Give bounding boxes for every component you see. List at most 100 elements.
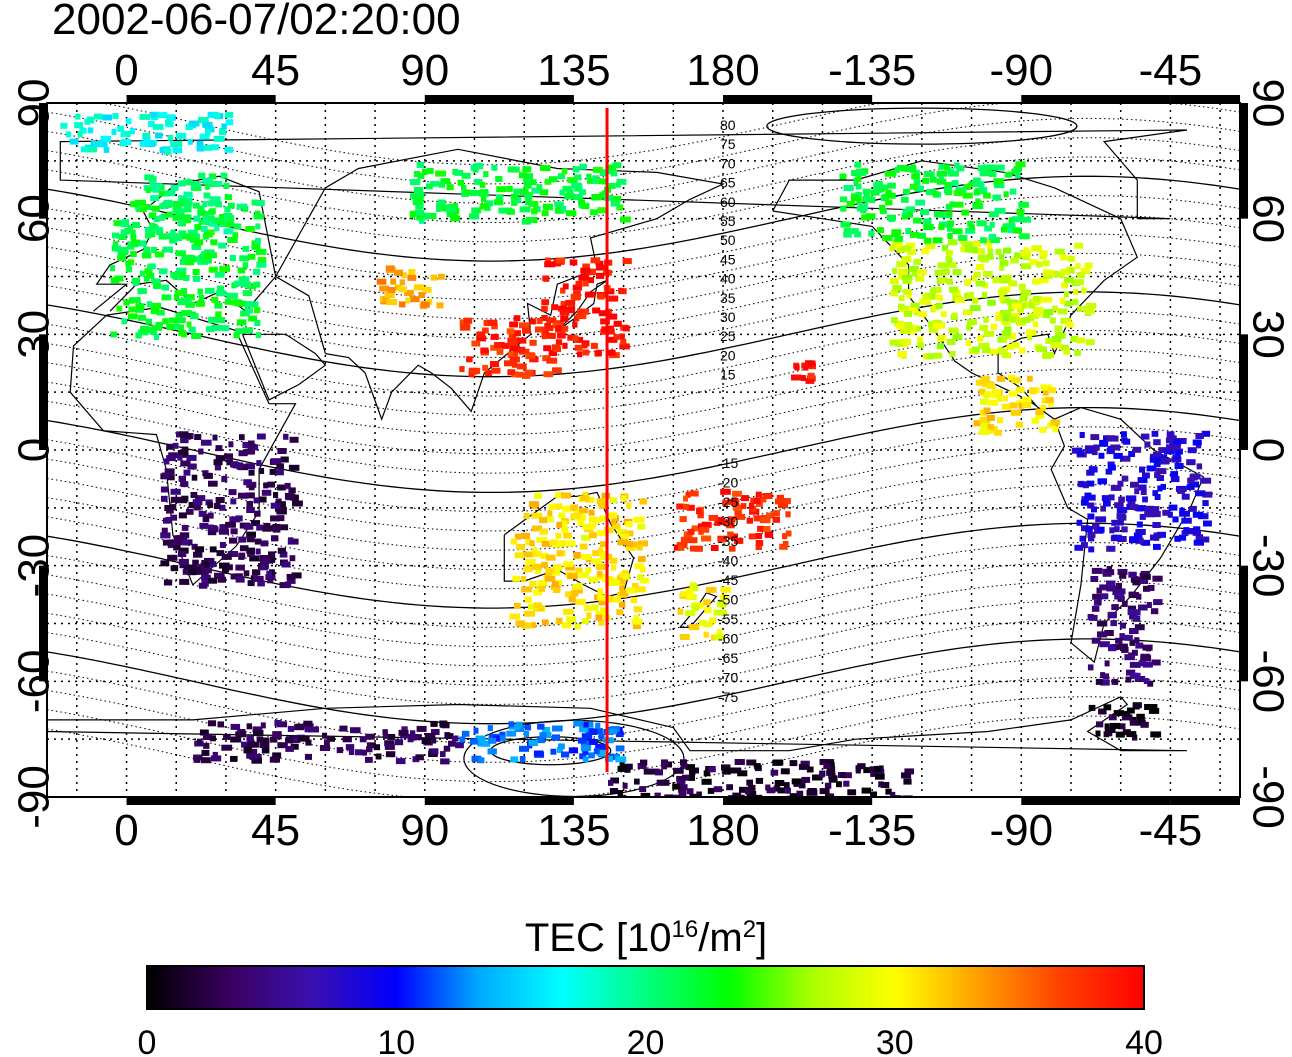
tec-cell-africa	[245, 448, 255, 455]
tec-cell-south-america-south	[1106, 580, 1116, 587]
tec-cell-europe	[153, 216, 160, 223]
tec-cell-europe	[178, 230, 186, 237]
tec-cell-scandinavia	[183, 179, 193, 186]
tec-cell-east-asia	[519, 322, 530, 329]
tec-cell-europe	[151, 247, 158, 253]
tec-cell-australia	[639, 566, 646, 573]
tec-cell-africa	[199, 522, 209, 529]
tec-cell-antarctica-ross	[847, 789, 857, 796]
tec-cell-hawaii	[791, 374, 801, 381]
tec-cell-pacific-islands	[746, 517, 753, 524]
tec-cell-antarctica-east	[533, 750, 544, 757]
tec-cell-arctic-north	[165, 119, 173, 126]
tec-cell-south-america-north	[1192, 439, 1202, 446]
tec-cell-arctic-north	[74, 122, 83, 129]
tec-cell-australia	[626, 587, 637, 594]
tec-cell-europe	[161, 294, 172, 301]
tec-cell-new-zealand	[677, 608, 684, 615]
tec-cell-antarctica-ross	[673, 767, 684, 774]
tec-cell-south-america-south	[1099, 641, 1110, 648]
tec-cell-siberia	[468, 213, 480, 220]
tec-cell-antarctica-east	[509, 723, 520, 730]
tec-cell-siberia	[578, 189, 587, 196]
tec-cell-pacific-islands	[676, 503, 685, 510]
tec-cell-north-america	[965, 241, 974, 248]
tec-cell-scandinavia	[224, 221, 235, 228]
tec-cell-north-america	[890, 290, 898, 297]
tec-cell-pacific-islands	[741, 495, 749, 502]
tec-cell-japan	[583, 280, 589, 287]
tec-cell-antarctica-east	[608, 728, 618, 735]
tec-cell-australia	[563, 561, 574, 568]
tec-cell-africa	[254, 538, 262, 545]
tec-cell-north-america	[977, 254, 988, 261]
tec-cell-africa	[263, 482, 269, 489]
tec-cell-africa	[173, 544, 181, 551]
tec-cell-europe	[245, 301, 252, 307]
tec-cell-north-america	[1071, 299, 1079, 306]
tec-cell-europe	[218, 242, 227, 249]
tec-cell-siberia	[410, 179, 421, 185]
tec-cell-antarctica-ross	[785, 787, 791, 794]
tec-cell-canada	[983, 164, 994, 171]
tec-cell-north-america	[1075, 263, 1081, 270]
tec-cell-australia	[530, 622, 537, 629]
tec-cell-antarctica-east	[589, 729, 598, 735]
tec-cell-east-asia	[536, 318, 543, 324]
lon-tick-label-top: 180	[686, 46, 759, 95]
tec-cell-east-asia	[459, 366, 465, 373]
tec-cell-siberia	[523, 177, 532, 184]
tec-cell-antarctic-peninsula	[1103, 731, 1110, 738]
tec-cell-canada	[839, 173, 847, 180]
tec-cell-siberia	[479, 203, 490, 210]
tec-cell-europe	[257, 257, 267, 263]
tec-cell-new-zealand	[680, 591, 690, 598]
tec-cell-australia	[599, 594, 606, 601]
tec-cell-europe	[128, 259, 135, 266]
tec-cell-antarctica-east	[580, 745, 592, 752]
tec-cell-south-america-north	[1116, 513, 1126, 520]
tec-cell-antarctica-west	[365, 733, 375, 740]
tec-cell-antarctica-west	[199, 729, 209, 736]
tec-cell-siberia	[513, 197, 522, 203]
coastline	[274, 148, 725, 421]
tec-cell-canada	[1012, 227, 1022, 234]
tec-cell-antarctica-west	[230, 723, 241, 730]
tec-cell-africa	[170, 496, 182, 503]
tec-cell-antarctica-east	[508, 721, 515, 728]
tec-cell-siberia	[513, 188, 523, 195]
tec-cell-north-america	[1054, 325, 1063, 332]
tec-cell-scandinavia	[183, 191, 193, 198]
tec-cell-africa	[259, 564, 268, 571]
tec-cell-japan	[562, 342, 568, 349]
left-axis-bar	[39, 565, 47, 682]
tec-cell-east-asia	[490, 361, 500, 367]
tec-cell-antarctica-west	[251, 757, 262, 764]
contour-label: 60	[720, 194, 736, 210]
tec-cell-antarctica-east	[579, 753, 587, 760]
tec-cell-canada	[933, 211, 945, 218]
tec-cell-japan	[551, 304, 559, 311]
tec-cell-scandinavia	[178, 195, 186, 202]
lon-tick-label-bottom: 45	[251, 806, 300, 855]
tec-cell-canada	[980, 237, 987, 244]
lat-tick-label-left: -60	[10, 650, 59, 714]
tec-cell-africa	[203, 472, 213, 479]
tec-cell-antarctica-ross	[754, 763, 761, 770]
tec-cell-antarctic-peninsula	[1118, 723, 1126, 730]
tec-cell-antarctic-peninsula	[1103, 704, 1112, 711]
tec-cell-antarctica-west	[247, 741, 255, 748]
tec-cell-canada	[988, 233, 996, 240]
tec-cell-australia	[634, 563, 644, 570]
tec-cell-north-america	[918, 311, 927, 318]
tec-cell-north-america	[1059, 254, 1068, 261]
tec-cell-siberia	[471, 207, 482, 214]
tec-cell-hawaii	[801, 362, 812, 369]
tec-cell-japan	[577, 351, 583, 358]
tec-cell-europe	[204, 252, 211, 259]
tec-cell-antarctica-west	[261, 747, 270, 754]
tec-cell-south-america-south	[1145, 645, 1151, 652]
tec-cell-scandinavia	[224, 194, 232, 201]
tec-cell-japan	[541, 299, 550, 306]
tec-cell-europe	[177, 316, 183, 322]
